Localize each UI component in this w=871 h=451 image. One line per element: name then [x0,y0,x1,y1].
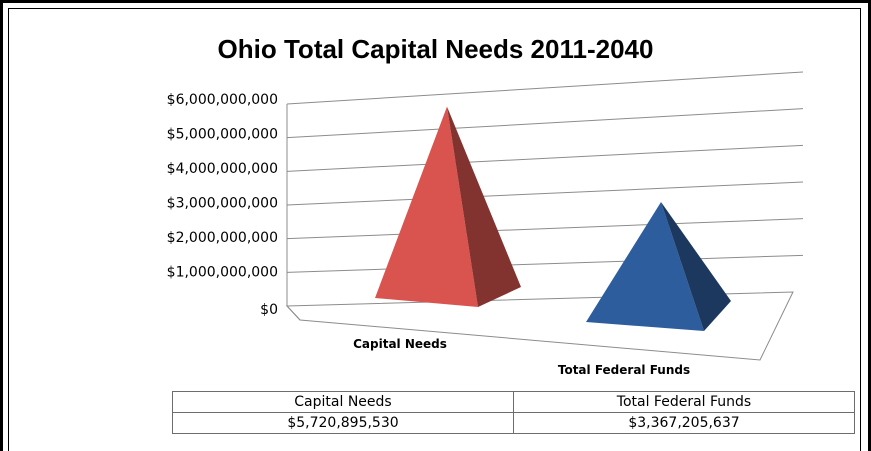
category-labels: Capital Needs Total Federal Funds [353,337,690,377]
chart-walls [285,104,794,361]
y-tick-label: $2,000,000,000 [167,230,278,246]
gridline [286,144,804,172]
pyramid-front-face [375,106,478,307]
pyramid-total-federal-funds [586,202,731,331]
floor-left-edge [286,305,301,321]
gridline [286,108,804,139]
y-tick-label: $4,000,000,000 [167,161,278,177]
y-tick-label: $3,000,000,000 [167,196,278,212]
table-value-capital-needs: $5,720,895,530 [172,412,514,434]
y-tick-label: $5,000,000,000 [167,127,278,143]
table-value-total-federal-funds: $3,367,205,637 [513,412,855,434]
category-label: Total Federal Funds [558,363,690,377]
pyramid-capital-needs [375,106,521,307]
gridline [286,181,804,206]
chart-title: Ohio Total Capital Needs 2011-2040 [217,34,654,64]
y-tick-label: $0 [260,302,278,318]
gridlines [286,71,804,273]
gridline [286,218,804,240]
gridline [286,71,804,105]
table-header-capital-needs: Capital Needs [172,391,514,413]
y-tick-label: $6,000,000,000 [167,92,278,108]
table-value-row: $5,720,895,530 $3,367,205,637 [172,412,855,434]
table-header-row: Capital Needs Total Federal Funds [172,391,855,413]
pyramid-side-face [447,106,521,307]
y-axis-ticks: $0 $1,000,000,000 $2,000,000,000 $3,000,000… [167,92,278,318]
pyramid-side-face [661,202,731,331]
y-tick-label: $1,000,000,000 [167,265,278,281]
table-header-total-federal-funds: Total Federal Funds [513,391,855,413]
data-table: Capital Needs Total Federal Funds $5,720… [172,391,855,434]
pyramid-front-face [586,202,704,331]
category-label: Capital Needs [353,337,447,351]
pyramids [375,106,731,331]
gridline [286,254,804,273]
chart-area [8,8,861,451]
